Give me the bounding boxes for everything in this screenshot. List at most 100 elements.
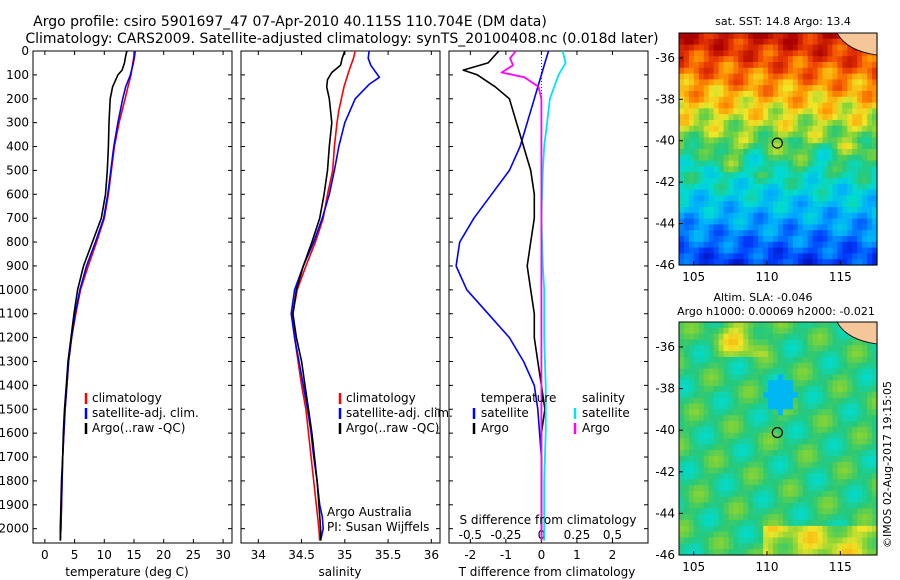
map-cell — [797, 397, 804, 405]
map-cell — [708, 96, 715, 104]
map-cell — [773, 125, 779, 133]
map-cell — [683, 79, 690, 86]
map-cell — [802, 409, 809, 416]
x-tick-label: 0 — [538, 548, 546, 562]
map-cell — [743, 543, 749, 550]
map-cell — [743, 455, 749, 463]
map-cell — [817, 490, 824, 498]
map-cell — [842, 467, 848, 475]
map-cell — [847, 496, 853, 504]
map-cell — [723, 236, 730, 243]
map-cell — [802, 490, 809, 498]
map-cell — [703, 415, 710, 422]
map-cell — [703, 195, 710, 202]
map-cell — [847, 253, 853, 260]
map-cell — [748, 62, 754, 69]
map-cell — [842, 247, 848, 254]
map-cell — [748, 508, 754, 515]
map-cell — [817, 178, 824, 185]
map-cell — [733, 327, 739, 335]
map-cell — [802, 432, 809, 440]
map-cell — [827, 496, 834, 504]
map-cell — [857, 259, 863, 266]
map-cell — [797, 467, 804, 475]
map-cell — [723, 473, 730, 480]
map-cell — [728, 91, 735, 98]
map-cell — [857, 125, 863, 133]
map-cell — [703, 496, 710, 504]
map-cell — [713, 149, 720, 156]
map-cell — [792, 224, 799, 231]
map-cell — [802, 62, 809, 69]
map-cell — [713, 131, 720, 138]
map-cell — [738, 91, 744, 98]
map-cell — [773, 397, 779, 405]
map-cell — [867, 67, 873, 75]
map-cell — [679, 356, 685, 364]
map-cell — [773, 91, 779, 98]
map-cell — [698, 403, 705, 410]
map-cell — [713, 114, 720, 121]
map-cell — [763, 172, 769, 179]
sla-map: 105 110 115-36-38-40-42-44-46 — [655, 321, 878, 574]
map-cell — [679, 108, 685, 115]
map-cell — [812, 189, 819, 196]
map-cell — [688, 333, 695, 341]
map-cell — [872, 520, 878, 527]
map-cell — [688, 79, 695, 86]
map-cell — [763, 79, 769, 86]
map-cell — [768, 91, 774, 98]
legend-label-argo: Argo(..raw -QC) — [346, 421, 439, 435]
map-cell — [802, 33, 809, 40]
map-cell — [738, 397, 744, 405]
series-line-2 — [540, 50, 567, 541]
map-cell — [857, 79, 863, 86]
map-cell — [693, 183, 700, 191]
map-cell — [862, 178, 868, 185]
map-cell — [807, 79, 814, 86]
map-cell — [787, 62, 794, 69]
x-tick-label: 30 — [215, 548, 230, 562]
map-cell — [698, 520, 705, 527]
map-cell — [787, 85, 794, 92]
map-cell — [733, 461, 739, 469]
map-cell — [768, 236, 774, 243]
map-cell — [733, 102, 739, 109]
map-cell — [857, 409, 863, 416]
map-cell — [802, 508, 809, 515]
map-cell — [827, 91, 834, 98]
map-cell — [872, 479, 878, 486]
map-cell — [797, 339, 804, 346]
map-cell — [827, 38, 834, 46]
map-cell — [817, 391, 824, 399]
map-cell — [827, 409, 834, 416]
map-cell — [867, 502, 873, 509]
map-cell — [683, 339, 690, 346]
map-cell — [758, 351, 764, 358]
map-cell — [862, 120, 868, 127]
map-cell — [679, 149, 685, 156]
map-cell — [688, 143, 695, 150]
map-x-tick-label: 105 — [682, 270, 705, 284]
map-cell — [733, 230, 739, 237]
map-cell — [812, 230, 819, 237]
map-cell — [817, 166, 824, 173]
map-cell — [688, 154, 695, 162]
map-cell — [847, 160, 853, 167]
map-cell — [679, 345, 685, 352]
map-cell — [842, 461, 848, 469]
map-cell — [832, 44, 838, 51]
map-cell — [832, 415, 838, 422]
map-cell — [807, 479, 814, 486]
map-cell — [738, 322, 744, 329]
y-tick-label: 500 — [6, 163, 29, 177]
map-cell — [718, 356, 725, 364]
map-cell — [822, 236, 829, 243]
map-cell — [792, 236, 799, 243]
map-cell — [698, 125, 705, 133]
map-cell — [862, 467, 868, 475]
map-cell — [802, 485, 809, 492]
map-cell — [782, 102, 789, 109]
map-cell — [728, 479, 735, 486]
map-cell — [698, 79, 705, 86]
